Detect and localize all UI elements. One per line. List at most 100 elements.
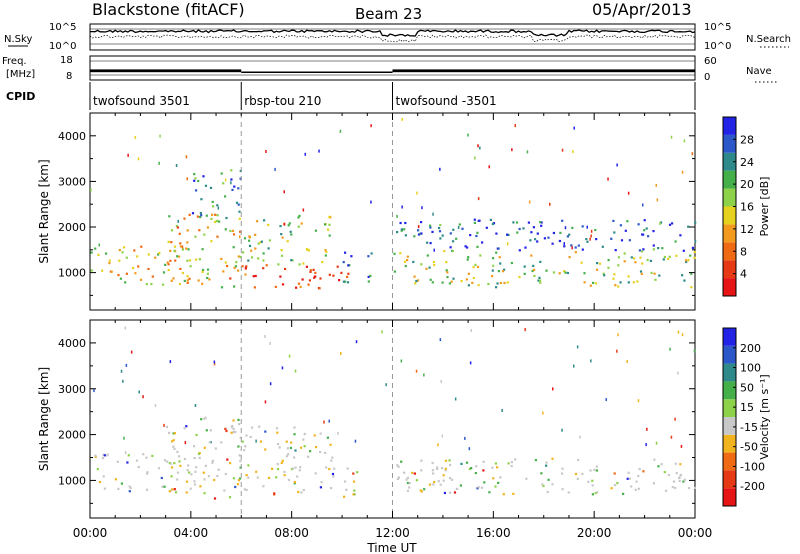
echo-cell xyxy=(537,279,540,282)
echo-cell xyxy=(466,246,469,249)
echo-cell xyxy=(452,277,455,280)
echo-cell xyxy=(352,472,355,475)
colorbar-swatch xyxy=(723,117,736,135)
echo-cell xyxy=(302,208,305,212)
echo-cell xyxy=(239,466,242,469)
echo-cell xyxy=(220,441,223,444)
echo-cell xyxy=(408,482,411,485)
echo-cell xyxy=(247,476,250,479)
echo-cell xyxy=(355,340,358,344)
echo-cell xyxy=(129,486,132,489)
colorbar-tick-label: 100 xyxy=(740,362,761,375)
echo-cell xyxy=(194,177,197,180)
echo-cell xyxy=(234,430,237,434)
echo-cell xyxy=(532,264,535,267)
echo-cell xyxy=(623,260,626,263)
echo-cell xyxy=(186,177,188,181)
echo-cell xyxy=(523,272,526,275)
y-tick-label: 2000 xyxy=(58,429,86,442)
echo-cell xyxy=(94,455,97,458)
echo-cell xyxy=(626,220,629,223)
echo-cell xyxy=(161,485,164,488)
echo-cell xyxy=(276,468,280,471)
echo-cell xyxy=(467,272,470,275)
echo-cell xyxy=(587,480,590,483)
echo-cell xyxy=(255,439,257,443)
echo-cell xyxy=(237,479,241,482)
echo-cell xyxy=(186,229,189,232)
echo-cell xyxy=(512,221,515,224)
echo-cell xyxy=(453,491,457,494)
echo-cell xyxy=(169,462,173,465)
colorbar-tick-label: 24 xyxy=(740,156,754,169)
echo-cell xyxy=(561,428,563,432)
echo-cell xyxy=(571,246,573,250)
echo-cell xyxy=(145,488,149,491)
echo-cell xyxy=(687,225,690,228)
echo-cell xyxy=(262,259,265,262)
echo-cell xyxy=(173,432,176,435)
echo-cell xyxy=(660,221,663,224)
echo-cell xyxy=(658,274,661,277)
echo-cell xyxy=(146,471,149,474)
echo-cell xyxy=(293,433,296,436)
echo-cell xyxy=(211,461,214,464)
echo-cell xyxy=(501,270,505,273)
echo-cell xyxy=(626,477,629,480)
echo-cell xyxy=(194,470,197,473)
echo-cell xyxy=(690,286,693,289)
echo-cell xyxy=(563,245,566,248)
echo-cell xyxy=(498,256,501,259)
echo-cell xyxy=(90,269,93,272)
echo-cell xyxy=(235,261,238,264)
echo-cell xyxy=(199,485,202,488)
echo-cell xyxy=(657,465,660,468)
echo-cell xyxy=(347,272,350,275)
echo-cell xyxy=(323,420,325,424)
echo-cell xyxy=(620,239,624,242)
echo-cell xyxy=(671,222,674,225)
echo-cell xyxy=(210,240,213,243)
echo-cell xyxy=(301,278,304,281)
y-tick-label: 1000 xyxy=(58,474,86,487)
echo-cell xyxy=(558,272,561,275)
echo-cell xyxy=(210,217,213,220)
echo-cell xyxy=(642,233,645,236)
echo-cell xyxy=(624,229,627,232)
colorbar-swatch xyxy=(723,345,736,364)
echo-cell xyxy=(432,212,434,216)
echo-cell xyxy=(639,270,643,273)
echo-cell xyxy=(280,461,283,464)
echo-cell xyxy=(479,146,481,150)
echo-cell xyxy=(309,269,312,272)
echo-cell xyxy=(440,467,444,470)
echo-cell xyxy=(614,249,617,252)
echo-cell xyxy=(497,270,500,273)
echo-cell xyxy=(188,259,192,262)
echo-cell xyxy=(628,477,631,480)
echo-cell xyxy=(297,216,300,219)
echo-cell xyxy=(239,230,242,233)
noise-traces xyxy=(89,29,696,43)
echo-cell xyxy=(178,455,181,458)
echo-cell xyxy=(683,139,686,143)
echo-cell xyxy=(650,271,653,274)
echo-cell xyxy=(158,161,160,165)
echo-cell xyxy=(145,456,148,459)
colorbar-tick-label: 12 xyxy=(740,223,754,236)
echo-cell xyxy=(139,278,143,281)
echo-cell xyxy=(226,264,229,268)
echo-cell xyxy=(170,466,174,469)
echo-cell xyxy=(312,268,315,271)
echo-cell xyxy=(459,484,462,487)
echo-cell xyxy=(350,255,353,258)
echo-cell xyxy=(444,467,447,470)
echo-cell xyxy=(542,411,544,415)
echo-cell xyxy=(526,150,529,154)
echo-cell xyxy=(176,478,179,481)
echo-cell xyxy=(254,274,257,278)
echo-cell xyxy=(283,470,286,473)
echo-cell xyxy=(199,212,202,215)
echo-cell xyxy=(140,245,143,248)
echo-cell xyxy=(431,230,434,233)
